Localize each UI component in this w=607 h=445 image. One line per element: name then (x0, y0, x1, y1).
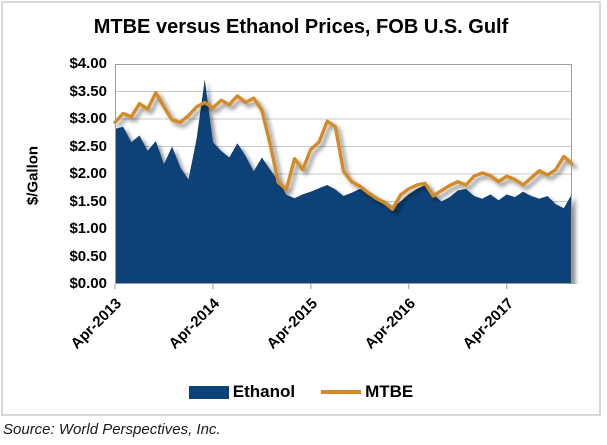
plot-border (115, 64, 572, 284)
x-tick-label: Apr-2013 (67, 295, 126, 353)
x-axis-tick-labels: Apr-2013 Apr-2014 Apr-2015 Apr-2016 Apr-2017 (68, 293, 572, 363)
y-tick-label: $0.00 (69, 275, 107, 292)
x-tick-label: Apr-2015 (263, 295, 321, 353)
plot-svg[interactable] (113, 64, 574, 289)
x-tick-label: Apr-2014 (165, 295, 223, 353)
y-tick-label: $1.00 (69, 220, 107, 237)
x-axis-ticks (114, 284, 508, 289)
plot-area[interactable] (113, 64, 574, 289)
x-tick-label: Apr-2017 (459, 295, 517, 353)
ethanol-area-series[interactable] (115, 79, 572, 284)
chart-title: MTBE versus Ethanol Prices, FOB U.S. Gul… (93, 16, 509, 38)
y-tick-label: $4.00 (69, 55, 107, 72)
chart-figure: MTBE versus Ethanol Prices, FOB U.S. Gul… (1, 1, 601, 416)
legend-item-ethanol[interactable]: Ethanol (188, 382, 296, 402)
x-tick-label: Apr-2016 (361, 295, 419, 353)
y-tick-label: $2.50 (69, 137, 107, 155)
legend-item-mtbe[interactable]: MTBE (321, 382, 413, 402)
y-tick-label: $0.50 (69, 247, 107, 265)
ethanol-color-swatch-icon (188, 385, 229, 399)
legend-label-ethanol: Ethanol (232, 382, 296, 401)
legend-label-mtbe: MTBE (365, 382, 414, 401)
y-tick-label: $3.00 (69, 110, 107, 127)
mtbe-color-swatch-icon (321, 390, 362, 394)
legend: Ethanol MTBE (3, 382, 599, 402)
y-tick-label: $3.50 (69, 82, 107, 100)
mtbe-line-series[interactable] (113, 90, 574, 211)
y-tick-label: $1.50 (69, 192, 107, 210)
y-axis-tick-labels: $4.00 $3.50 $3.00 $2.50 $2.00 $1.50 $1.00 $0.50… (3, 55, 107, 292)
source-note: Source: World Perspectives, Inc. (3, 421, 221, 438)
y-tick-label: $2.00 (69, 165, 107, 182)
